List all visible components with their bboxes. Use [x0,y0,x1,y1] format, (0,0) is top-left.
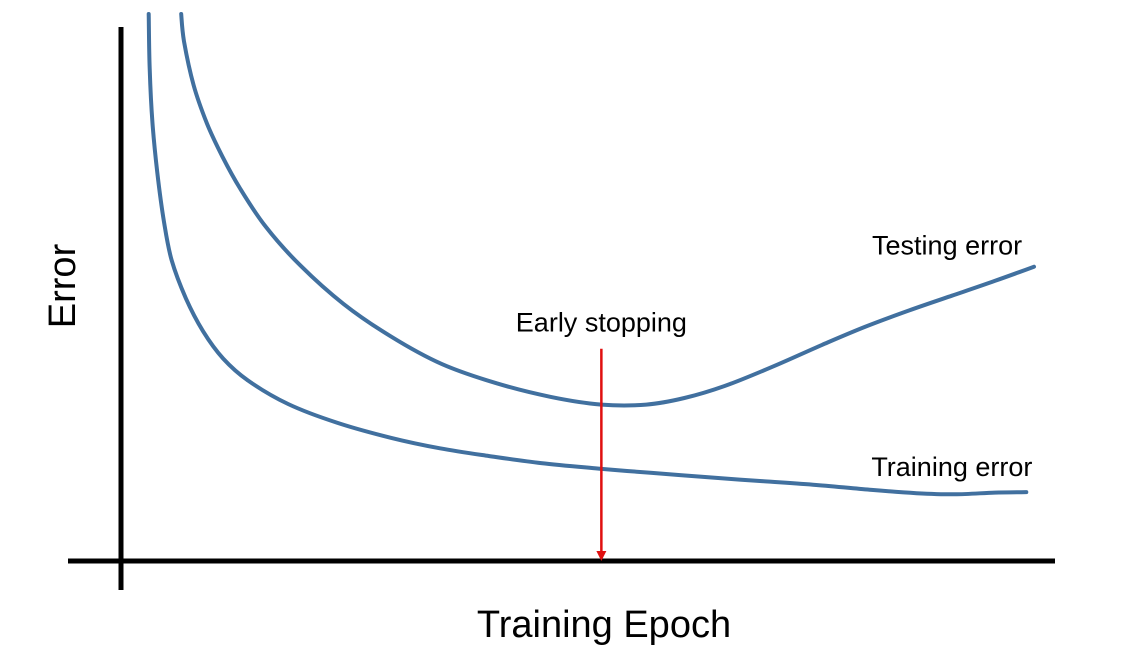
y-axis-label: Error [42,243,84,328]
annotation-arrow-head [596,551,607,561]
annotation-label-testing-error: Testing error [872,231,1022,261]
series-line-testing-error [179,12,1036,408]
x-axis-label: Training Epoch [477,604,731,646]
annotation-label-early-stopping: Early stopping [516,307,687,337]
series-line-training-error [146,12,1029,497]
curves [146,12,1036,497]
annotations: Testing error Training error Early stoppin… [516,231,1032,561]
axes [68,27,1055,590]
annotation-label-training-error: Training error [871,452,1032,482]
